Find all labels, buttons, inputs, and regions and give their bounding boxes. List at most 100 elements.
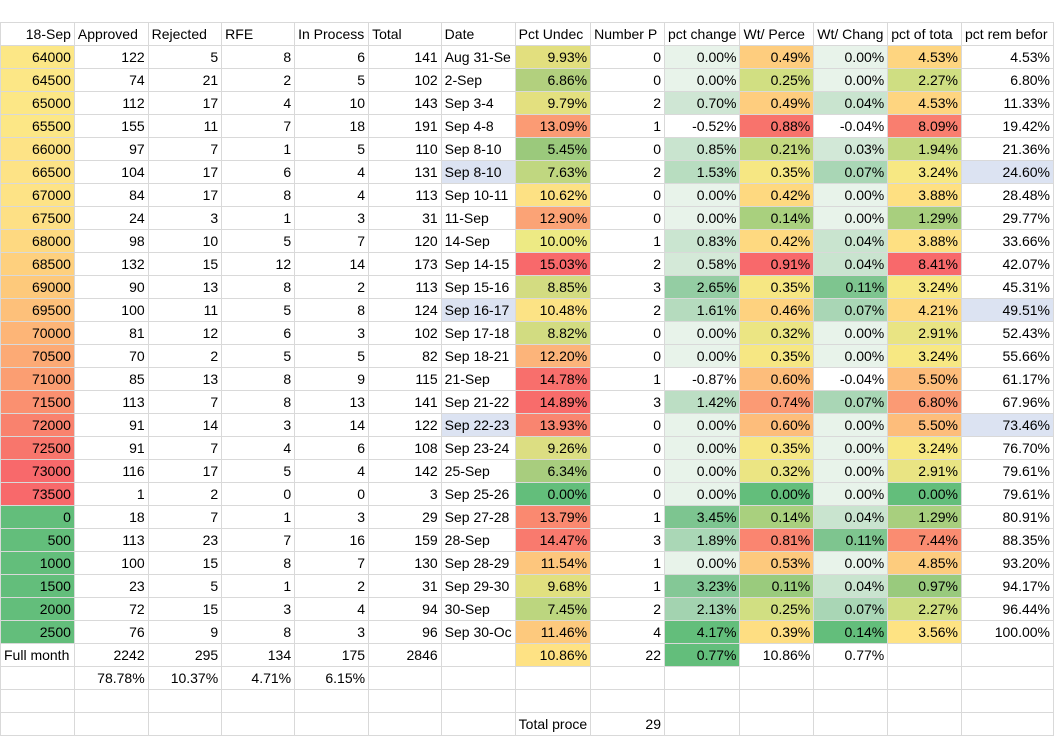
rejected-cell[interactable]: 14 — [147, 413, 223, 437]
weighted-percent-cell[interactable]: 0.49% — [739, 91, 815, 115]
empty-cell[interactable] — [73, 689, 149, 713]
empty-cell[interactable] — [440, 712, 516, 736]
pct-change-cell[interactable]: 2.65% — [663, 275, 741, 299]
number-pending-cell[interactable]: 0 — [590, 68, 665, 92]
weighted-percent-cell[interactable]: 0.74% — [739, 390, 815, 414]
date-cell[interactable]: Sep 14-15 — [440, 252, 516, 276]
pct-remaining-cell[interactable]: 79.61% — [961, 482, 1054, 506]
total-cell[interactable]: 141 — [368, 390, 442, 414]
inproc-cell[interactable]: 0 — [294, 482, 370, 506]
approved-cell[interactable]: 91 — [73, 436, 149, 460]
rfe-cell[interactable]: 3 — [221, 413, 296, 437]
band-cell[interactable]: 69500 — [0, 298, 75, 322]
weighted-percent-cell[interactable]: 0.39% — [739, 620, 815, 644]
empty-cell[interactable] — [663, 666, 741, 690]
pct-of-total-cell[interactable]: 4.53% — [887, 91, 962, 115]
pct-of-total-cell[interactable]: 5.50% — [887, 367, 962, 391]
pct-change-cell[interactable]: 3.23% — [663, 574, 741, 598]
empty-cell[interactable] — [739, 712, 815, 736]
weighted-percent-cell[interactable]: 0.11% — [739, 574, 815, 598]
pct-undecided-cell[interactable]: 12.90% — [514, 206, 592, 230]
band-cell[interactable]: 66500 — [0, 160, 75, 184]
weighted-percent-cell[interactable]: 0.60% — [739, 413, 815, 437]
weighted-change-cell[interactable]: 0.00% — [813, 482, 889, 506]
approved-cell[interactable]: 104 — [73, 160, 149, 184]
number-pending-cell[interactable]: 4 — [590, 620, 665, 644]
rejected-cell[interactable]: 17 — [147, 160, 223, 184]
pct-undecided-cell[interactable]: 13.93% — [514, 413, 592, 437]
approved-cell[interactable]: 23 — [73, 574, 149, 598]
pct-undecided-cell[interactable]: 9.68% — [514, 574, 592, 598]
weighted-change-cell[interactable]: 0.00% — [813, 459, 889, 483]
total-cell[interactable]: 120 — [368, 229, 442, 253]
empty-cell[interactable] — [368, 689, 442, 713]
approved-cell[interactable]: 84 — [73, 183, 149, 207]
pct-change-cell[interactable]: 0.85% — [663, 137, 741, 161]
approved-cell[interactable]: 113 — [73, 390, 149, 414]
approved-cell[interactable]: 1 — [73, 482, 149, 506]
number-pending-cell[interactable]: 1 — [590, 551, 665, 575]
pct-of-total-cell[interactable]: 3.24% — [887, 436, 962, 460]
rfe-cell[interactable]: 12 — [221, 252, 296, 276]
pct-remaining-cell[interactable]: 49.51% — [961, 298, 1054, 322]
pct-undecided-cell[interactable]: 10.48% — [514, 298, 592, 322]
weighted-percent-cell[interactable]: 0.81% — [739, 528, 815, 552]
pct-remaining-cell[interactable]: 80.91% — [961, 505, 1054, 529]
weighted-percent-cell[interactable]: 0.49% — [739, 45, 815, 69]
approved-cell[interactable]: 90 — [73, 275, 149, 299]
rfe-cell[interactable]: 8 — [221, 367, 296, 391]
pct-undecided-cell[interactable]: 13.79% — [514, 505, 592, 529]
rejected-percent-cell[interactable]: 10.37% — [147, 666, 223, 690]
pct-undecided-cell[interactable]: 14.78% — [514, 367, 592, 391]
band-cell[interactable]: 68500 — [0, 252, 75, 276]
pct-change-cell[interactable]: 2.13% — [663, 597, 741, 621]
pct-remaining-cell[interactable]: 28.48% — [961, 183, 1054, 207]
approved-cell[interactable]: 70 — [73, 344, 149, 368]
total-cell[interactable]: 143 — [368, 91, 442, 115]
total-cell[interactable]: 173 — [368, 252, 442, 276]
date-cell[interactable]: Sep 18-21 — [440, 344, 516, 368]
rejected-cell[interactable]: 7 — [147, 137, 223, 161]
number-pending-cell[interactable]: 2 — [590, 597, 665, 621]
pct-of-total-cell[interactable]: 3.24% — [887, 344, 962, 368]
pct-change-cell[interactable]: 0.00% — [663, 551, 741, 575]
column-header[interactable]: Approved — [73, 22, 149, 46]
rejected-cell[interactable]: 13 — [147, 275, 223, 299]
band-cell[interactable]: 1000 — [0, 551, 75, 575]
band-cell[interactable]: 67500 — [0, 206, 75, 230]
pct-of-total-cell[interactable]: 3.24% — [887, 275, 962, 299]
inproc-cell[interactable]: 8 — [294, 298, 370, 322]
pct-undecided-total-cell[interactable]: 10.86% — [514, 643, 592, 667]
inproc-cell[interactable]: 2 — [294, 574, 370, 598]
pct-change-total-cell[interactable]: 0.77% — [663, 643, 741, 667]
date-cell[interactable]: Sep 3-4 — [440, 91, 516, 115]
pct-undecided-cell[interactable]: 13.09% — [514, 114, 592, 138]
column-header[interactable]: RFE — [221, 22, 296, 46]
empty-cell[interactable] — [961, 666, 1054, 690]
band-cell[interactable]: 500 — [0, 528, 75, 552]
pct-undecided-cell[interactable]: 6.34% — [514, 459, 592, 483]
inproc-cell[interactable]: 4 — [294, 597, 370, 621]
band-cell[interactable]: 68000 — [0, 229, 75, 253]
empty-cell[interactable] — [294, 689, 370, 713]
weighted-percent-cell[interactable]: 0.35% — [739, 344, 815, 368]
approved-total-cell[interactable]: 2242 — [73, 643, 149, 667]
inproc-cell[interactable]: 5 — [294, 344, 370, 368]
empty-cell[interactable] — [813, 689, 889, 713]
column-header[interactable]: Number P — [590, 22, 665, 46]
band-cell[interactable]: 2000 — [0, 597, 75, 621]
weighted-change-cell[interactable]: 0.00% — [813, 183, 889, 207]
approved-cell[interactable]: 91 — [73, 413, 149, 437]
rejected-cell[interactable]: 12 — [147, 321, 223, 345]
weighted-change-cell[interactable]: 0.14% — [813, 620, 889, 644]
rejected-cell[interactable]: 15 — [147, 551, 223, 575]
approved-cell[interactable]: 100 — [73, 298, 149, 322]
band-cell[interactable]: 64500 — [0, 68, 75, 92]
approved-cell[interactable]: 155 — [73, 114, 149, 138]
empty-cell[interactable] — [663, 689, 741, 713]
pct-change-cell[interactable]: 1.89% — [663, 528, 741, 552]
inproc-cell[interactable]: 6 — [294, 436, 370, 460]
weighted-percent-cell[interactable]: 0.32% — [739, 459, 815, 483]
band-cell[interactable]: 65500 — [0, 114, 75, 138]
pct-undecided-cell[interactable]: 14.47% — [514, 528, 592, 552]
